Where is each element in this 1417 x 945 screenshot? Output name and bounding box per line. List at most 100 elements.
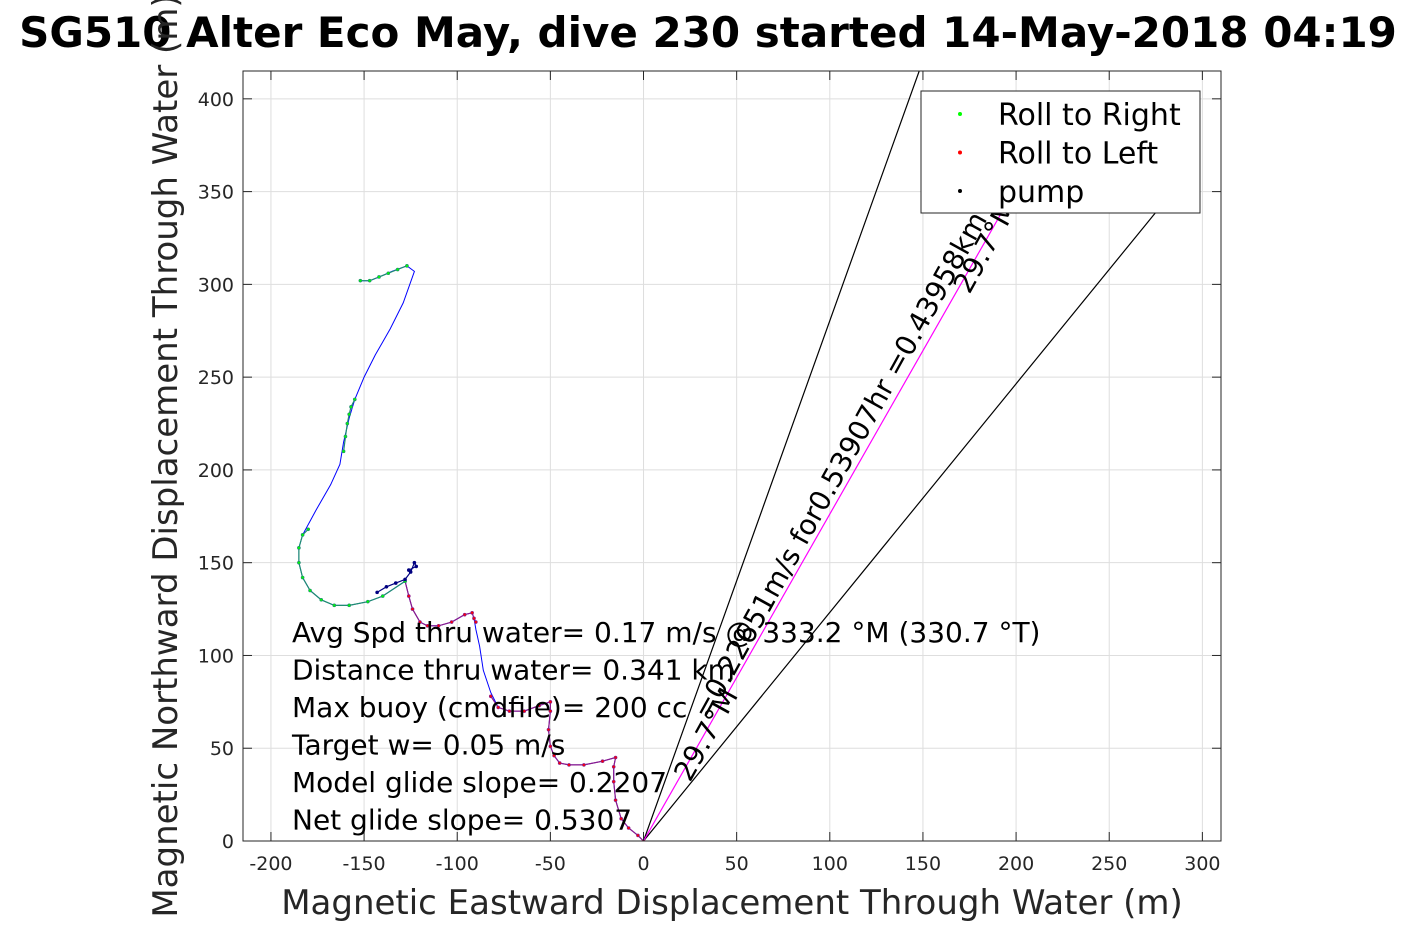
- roll-left-marker: [558, 761, 561, 765]
- ticks: -200 -150 -100 -50 0 50 100 150 200 250 300 0 50 100 1…: [198, 71, 1221, 875]
- legend-marker: [958, 112, 962, 116]
- roll-right-marker: [320, 598, 323, 601]
- pump-point: [406, 568, 411, 572]
- roll-left-marker: [547, 728, 550, 731]
- roll-right-segment: [298, 528, 406, 607]
- roll-left-marker: [636, 834, 640, 837]
- pump-point: [384, 585, 389, 589]
- roll-right-marker: [359, 279, 362, 282]
- roll-right-marker: [366, 600, 369, 603]
- x-tick-label: 250: [1091, 853, 1127, 875]
- y-tick-label: 100: [198, 645, 234, 667]
- roll-left-marker: [552, 754, 556, 757]
- x-tick-label: -50: [535, 853, 566, 875]
- roll-right-marker: [297, 561, 300, 564]
- x-tick-label: -150: [343, 853, 386, 875]
- stat-line: Target w= 0.05 m/s: [291, 729, 565, 762]
- x-axis-label: Magnetic Eastward Displacement Through W…: [281, 883, 1183, 923]
- roll-right-marker: [387, 272, 390, 275]
- roll-right-marker: [333, 604, 336, 607]
- roll-right-marker: [377, 275, 381, 279]
- roll-left-marker: [549, 700, 552, 703]
- roll-right-marker: [396, 268, 399, 271]
- y-tick-label: 300: [198, 274, 234, 296]
- x-tick-label: 150: [905, 853, 941, 875]
- roll-right-marker: [307, 528, 310, 531]
- roll-right-marker: [301, 576, 304, 579]
- roll-left-marker: [489, 695, 492, 698]
- x-tick-label: 300: [1184, 853, 1220, 875]
- roll-right-marker: [346, 422, 349, 425]
- roll-left-marker: [614, 756, 617, 759]
- chart-title: SG510 Alter Eco May, dive 230 started 14…: [19, 8, 1397, 57]
- legend-box: [920, 90, 1201, 214]
- stat-line: Distance thru water= 0.341 km: [292, 654, 735, 687]
- y-tick-label: 400: [198, 89, 234, 111]
- pump-point: [403, 577, 407, 582]
- roll-right-marker: [405, 264, 409, 267]
- y-tick-label: 0: [222, 831, 234, 853]
- stat-line: Max buoy (cmdfile)= 200 cc: [292, 691, 687, 724]
- x-tick-label: 0: [637, 853, 649, 875]
- roll-right-marker: [381, 594, 384, 598]
- roll-right-marker: [348, 604, 351, 607]
- annotations: =0.22651m/s for0.53907hr =0.43958km29.7°…: [667, 194, 1024, 786]
- stat-line: Avg Spd thru water= 0.17 m/s @ 333.2 °M …: [292, 616, 1040, 649]
- legend-label: pump: [998, 175, 1084, 210]
- stat-line: Model glide slope= 0.2207: [292, 766, 667, 799]
- pump-point: [375, 590, 379, 595]
- y-tick-label: 350: [198, 182, 234, 204]
- roll-left-marker: [582, 763, 586, 767]
- roll-right-marker: [342, 450, 345, 453]
- x-tick-label: 200: [998, 853, 1034, 875]
- roll-left-marker: [407, 594, 410, 598]
- roll-left-marker: [614, 799, 617, 802]
- roll-right-segment: [343, 399, 356, 452]
- plot-frame: [242, 70, 1222, 842]
- y-axis-label: Magnetic Northward Displacement Through …: [146, 0, 186, 918]
- roll-left-marker: [471, 611, 474, 614]
- roll-right-marker: [353, 398, 356, 401]
- pump-point: [414, 564, 419, 569]
- roll-left-marker: [426, 624, 429, 627]
- roll-left-marker: [472, 617, 476, 620]
- roll-left-marker: [627, 826, 630, 830]
- roll-right-marker: [308, 589, 312, 592]
- roll-right-marker: [368, 279, 371, 282]
- x-tick-label: 50: [725, 853, 749, 875]
- x-tick-label: -200: [249, 853, 292, 875]
- roll-right-segment: [360, 265, 408, 282]
- roll-left-marker: [601, 760, 604, 763]
- roll-left-marker: [612, 780, 615, 783]
- y-tick-label: 200: [198, 460, 234, 482]
- roll-left-marker: [567, 763, 571, 767]
- roll-left-marker: [437, 624, 440, 627]
- reference-line: [642, 71, 920, 841]
- roll-left-marker: [474, 620, 477, 624]
- roll-left-marker: [418, 620, 422, 624]
- roll-left-marker: [450, 620, 453, 624]
- roll-right-marker: [344, 435, 347, 438]
- pump-point: [412, 560, 417, 565]
- roll-left-segment: [490, 695, 644, 841]
- roll-left-marker: [523, 710, 526, 713]
- data-layer: [297, 71, 1166, 841]
- roll-right-marker: [297, 546, 300, 549]
- pump-segment: [376, 561, 417, 593]
- roll-left-marker: [411, 607, 414, 611]
- roll-left-marker: [612, 765, 615, 768]
- roll-left-marker: [549, 745, 552, 748]
- y-tick-label: 50: [210, 738, 234, 760]
- x-tick-label: 100: [812, 853, 848, 875]
- reference-line: [643, 200, 1166, 841]
- legend-label: Roll to Left: [998, 137, 1158, 172]
- legend-marker: [958, 189, 962, 193]
- pump-point: [393, 581, 398, 585]
- roll-right-marker: [348, 413, 351, 416]
- roll-left-marker: [508, 710, 511, 713]
- legend-label: Roll to Right: [998, 98, 1181, 133]
- roll-right-marker: [301, 533, 304, 536]
- x-tick-label: -100: [436, 853, 479, 875]
- stats-block: Avg Spd thru water= 0.17 m/s @ 333.2 °M …: [291, 616, 1040, 837]
